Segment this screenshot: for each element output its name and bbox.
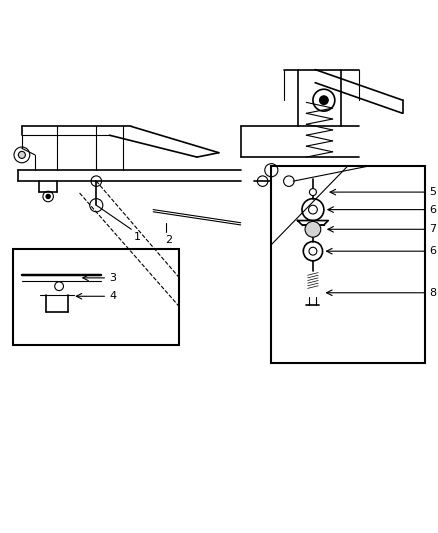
Text: 3: 3 [110,273,117,283]
Text: 6: 6 [429,205,436,215]
Circle shape [309,189,316,196]
Circle shape [46,195,50,199]
Circle shape [305,221,321,237]
Bar [13,249,180,345]
Text: 2: 2 [166,236,173,245]
Circle shape [18,151,25,158]
FancyBboxPatch shape [300,188,326,197]
Text: 1: 1 [134,232,141,243]
Text: 6: 6 [429,246,436,256]
Bar [272,166,424,363]
Text: 5: 5 [429,187,436,197]
FancyBboxPatch shape [303,289,322,297]
Circle shape [319,96,328,104]
Text: 4: 4 [110,291,117,301]
Text: 7: 7 [429,224,436,235]
Text: 8: 8 [429,288,436,298]
